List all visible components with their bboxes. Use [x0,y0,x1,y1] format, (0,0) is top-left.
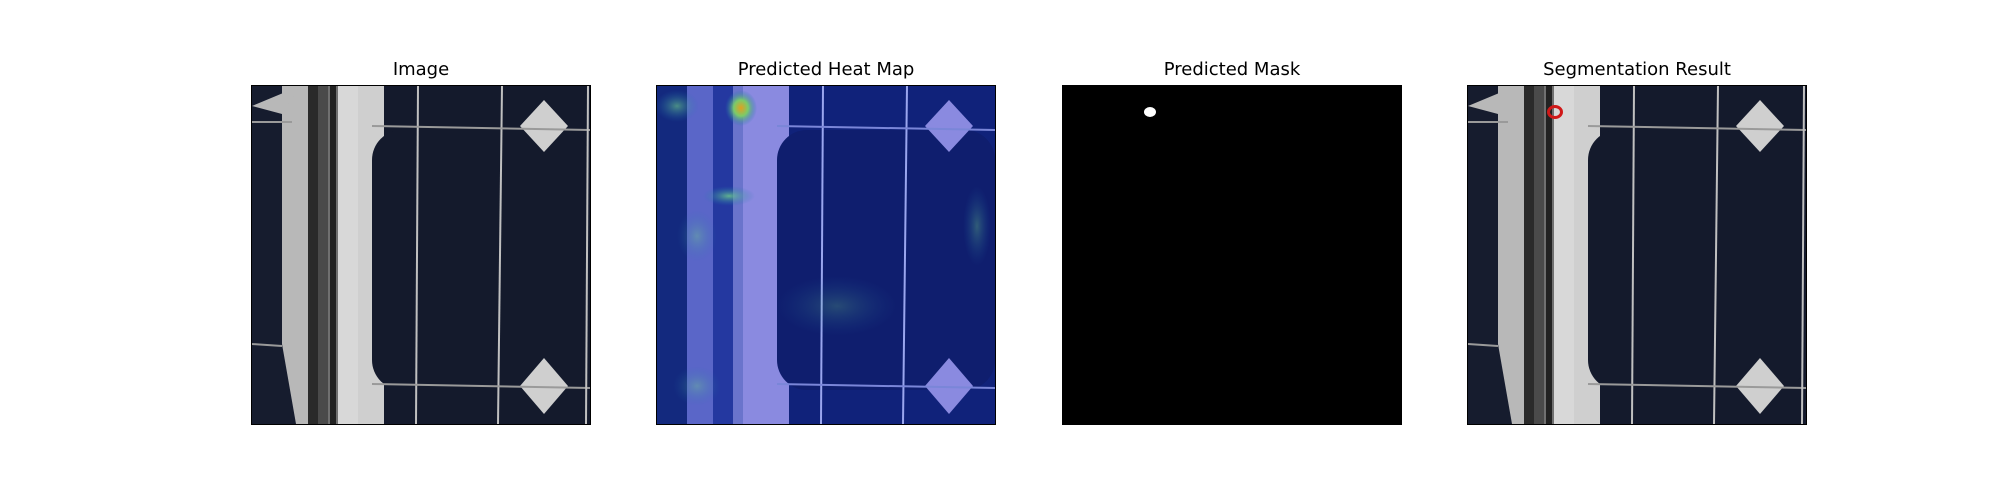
red-ring-contour-icon [1547,105,1563,119]
panel-heat-map: Predicted Heat Map [656,56,996,425]
mask-image [1062,85,1402,425]
solar-cell-image-svg [252,86,590,424]
heat-map-svg [657,86,995,424]
panel-segmentation: Segmentation Result [1467,56,1807,425]
segmentation-svg [1468,86,1806,424]
panel-title-image: Image [392,59,450,80]
segmentation-image [1467,85,1807,425]
panel-title-heat-map: Predicted Heat Map [737,59,915,80]
mask-svg [1063,86,1401,424]
heat-map-image [656,85,996,425]
panel-title-segmentation: Segmentation Result [1543,59,1731,80]
panel-title-mask: Predicted Mask [1163,59,1301,80]
panel-image: Image [251,56,591,425]
panel-mask: Predicted Mask [1062,56,1402,425]
solar-cell-image [251,85,591,425]
mask-blob [1144,107,1156,117]
